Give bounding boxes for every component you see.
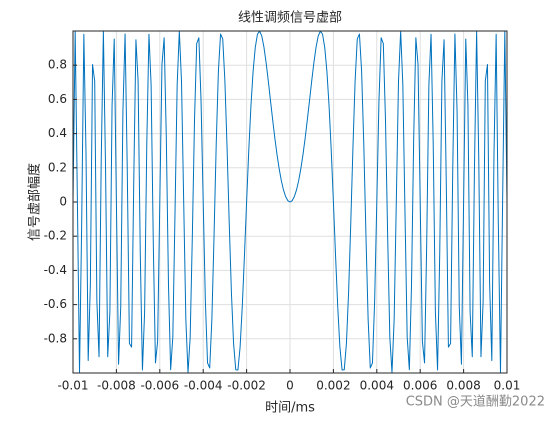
chart-title: 线性调频信号虚部 — [238, 11, 342, 26]
plot — [72, 30, 508, 374]
x-axis-label: 时间/ms — [265, 401, 315, 416]
x-tick-label: -0.008 — [97, 379, 136, 393]
x-tick-label: 0.002 — [316, 379, 350, 393]
x-tick-label: -0.006 — [140, 379, 179, 393]
x-tick-label: 0.006 — [403, 379, 437, 393]
x-tick-label: -0.01 — [57, 379, 88, 393]
x-tick-label: -0.002 — [227, 379, 266, 393]
ticks: -0.01 -0.008 -0.006 -0.004 -0.002 0 0.002 0.004… — [44, 58, 521, 393]
y-tick-label: 0.6 — [48, 92, 67, 106]
y-tick-label: -0.2 — [44, 229, 67, 243]
line-series — [72, 30, 508, 374]
y-tick-label: 0.2 — [48, 160, 67, 174]
y-axis-label: 信号虚部幅度 — [27, 163, 43, 241]
watermark: CSDN @天道酬勤2022 — [406, 395, 545, 410]
x-tick-label: 0 — [286, 379, 294, 393]
x-tick-label: 0.008 — [446, 379, 480, 393]
y-tick-label: 0.8 — [48, 58, 67, 72]
y-tick-label: 0.4 — [48, 126, 67, 140]
x-tick-label: -0.004 — [184, 379, 223, 393]
y-tick-label: 0 — [59, 195, 67, 209]
x-tick-label: 0.01 — [494, 379, 521, 393]
y-tick-label: -0.8 — [44, 331, 67, 345]
x-tick-label: 0.004 — [360, 379, 394, 393]
y-tick-label: -0.6 — [44, 297, 67, 311]
y-tick-label: -0.4 — [44, 263, 67, 277]
